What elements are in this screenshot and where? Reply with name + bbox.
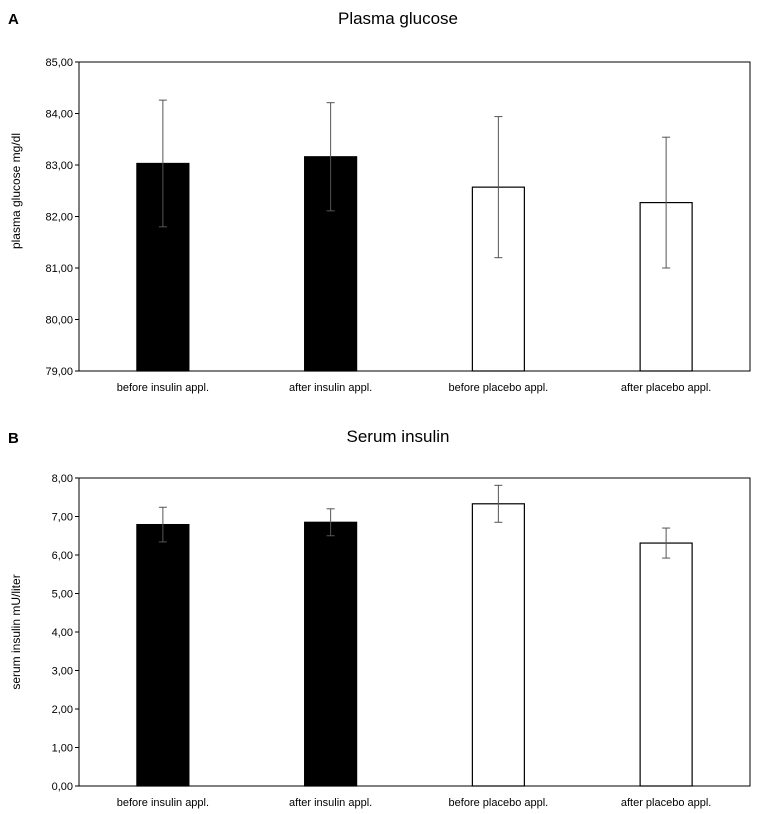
error-bar: [326, 102, 335, 212]
y-tick-label: 80,00: [45, 315, 73, 327]
error-bars-a: [158, 99, 671, 269]
category-labels-b: before insulin appl. after insulin appl. b…: [117, 797, 712, 809]
y-tick-label: 6,00: [52, 550, 73, 562]
panel-b: B Serum insulin serum insulin mU/liter 0…: [8, 427, 751, 809]
y-tick-label: 83,00: [45, 160, 73, 172]
y-tick-label: 84,00: [45, 109, 73, 121]
y-tick-label: 0,00: [52, 781, 73, 793]
category-labels-a: before insulin appl. after insulin appl. b…: [117, 382, 712, 394]
y-ticks-b: 0,00 1,00 2,00 3,00 4,00 5,00 6,00 7,00 8,00: [52, 473, 79, 793]
y-tick-label: 79,00: [45, 366, 73, 378]
category-label: before insulin appl.: [117, 382, 209, 394]
chart-title-a: Plasma glucose: [338, 9, 458, 28]
category-label: after insulin appl.: [289, 382, 372, 394]
y-tick-label: 82,00: [45, 212, 73, 224]
error-bar: [158, 506, 167, 543]
panel-letter-a: A: [8, 11, 19, 28]
y-tick-label: 85,00: [45, 57, 73, 69]
error-bar: [662, 136, 671, 269]
y-tick-label: 3,00: [52, 666, 73, 678]
error-bar: [662, 527, 671, 559]
category-label: before insulin appl.: [117, 797, 209, 809]
y-tick-label: 4,00: [52, 627, 73, 639]
bar: [304, 521, 358, 787]
y-tick-label: 8,00: [52, 473, 73, 485]
category-label: after placebo appl.: [621, 797, 712, 809]
bar: [136, 523, 190, 787]
bar: [639, 542, 693, 787]
chart-title-b: Serum insulin: [347, 427, 450, 446]
bars-a: [136, 156, 693, 372]
y-tick-label: 1,00: [52, 743, 73, 755]
y-tick-label: 2,00: [52, 704, 73, 716]
y-ticks-a: 79,00 80,00 81,00 82,00 83,00 84,00 85,00: [45, 57, 79, 378]
y-axis-label-b: serum insulin mU/liter: [9, 574, 23, 689]
category-label: after insulin appl.: [289, 797, 372, 809]
category-label: before placebo appl.: [449, 797, 549, 809]
error-bars-b: [158, 484, 671, 559]
category-label: before placebo appl.: [449, 382, 549, 394]
category-label: after placebo appl.: [621, 382, 712, 394]
y-tick-label: 81,00: [45, 263, 73, 275]
panel-a: A Plasma glucose plasma glucose mg/dl 79…: [8, 9, 751, 394]
error-bar: [494, 484, 503, 523]
y-tick-label: 7,00: [52, 512, 73, 524]
error-bar: [494, 116, 503, 259]
bars-b: [136, 503, 693, 787]
error-bar: [326, 508, 335, 537]
y-tick-label: 5,00: [52, 589, 73, 601]
panel-letter-b: B: [8, 430, 19, 447]
y-axis-label-a: plasma glucose mg/dl: [9, 133, 23, 249]
bar: [471, 503, 525, 787]
error-bar: [158, 99, 167, 228]
